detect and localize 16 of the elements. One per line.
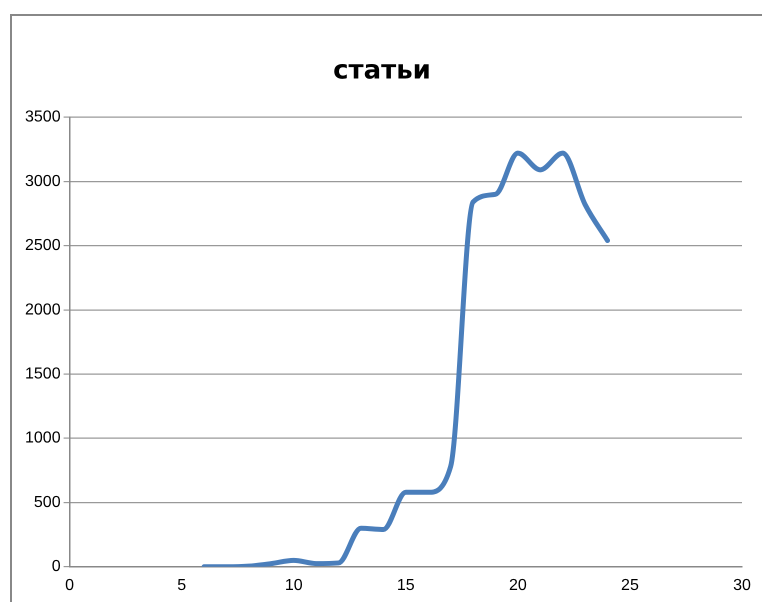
x-tick-label: 10 xyxy=(284,576,303,594)
y-tick-label: 3000 xyxy=(25,172,61,190)
y-tick-label: 2000 xyxy=(25,301,61,318)
x-tick-label: 25 xyxy=(621,576,639,594)
y-tick-label: 1000 xyxy=(25,430,61,447)
x-tick-label: 0 xyxy=(65,576,74,594)
x-tick-label: 5 xyxy=(177,576,186,594)
x-tick-label: 30 xyxy=(733,576,751,594)
x-tick-label: 15 xyxy=(396,576,415,594)
chart-title: статьи xyxy=(333,55,431,86)
y-tick-label: 1500 xyxy=(25,366,61,383)
y-tick-label: 2500 xyxy=(25,237,61,254)
y-tick-label: 3500 xyxy=(25,108,61,126)
x-tick-label: 20 xyxy=(508,576,527,594)
y-tick-label: 500 xyxy=(34,494,61,511)
y-tick-label: 0 xyxy=(52,558,61,576)
